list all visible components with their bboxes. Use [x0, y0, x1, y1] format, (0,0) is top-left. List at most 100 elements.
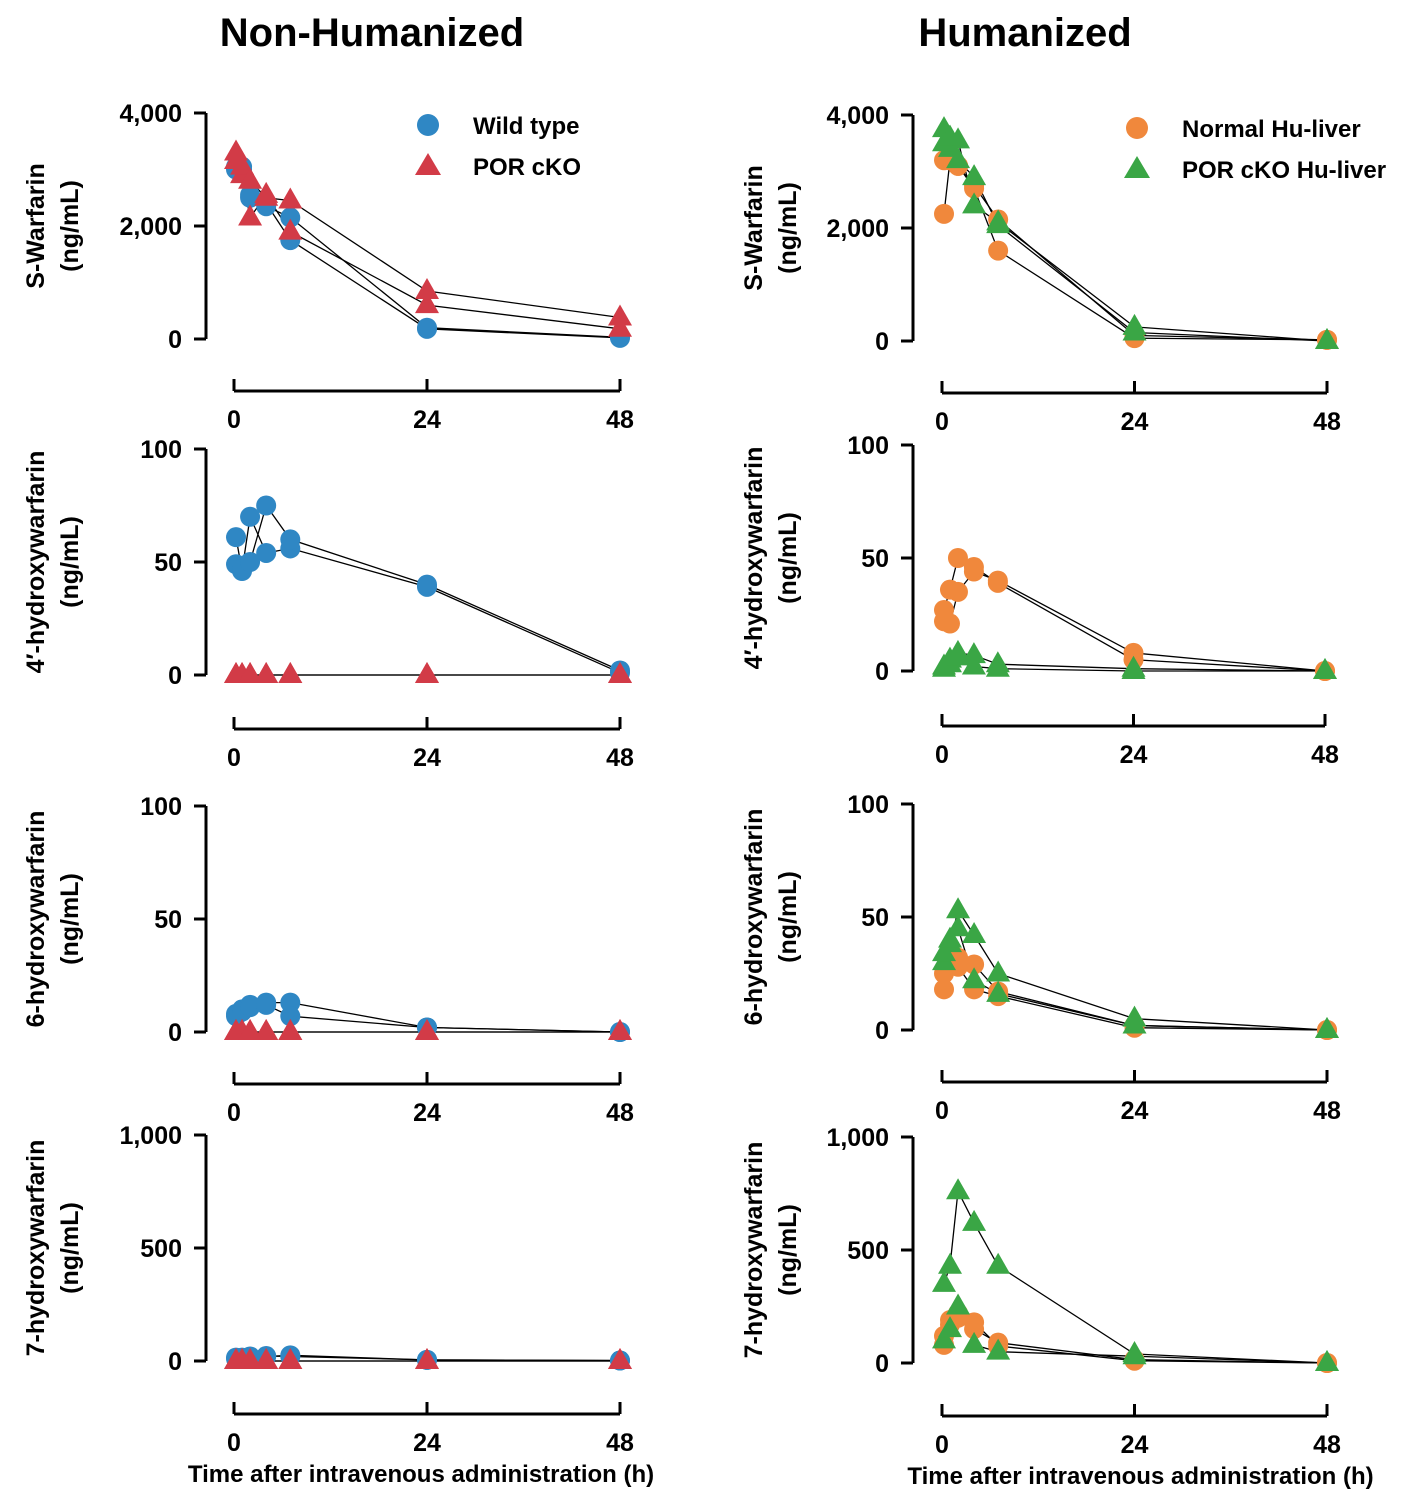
x-axis-label: Time after intravenous administration (h… — [188, 1461, 654, 1488]
y-axis-label: 4′-hydroxywarfarin (ng/mL) — [22, 451, 84, 674]
y-axis-label: S-Warfarin (ng/mL) — [22, 163, 84, 288]
legend-label: Normal Hu-liver — [1182, 116, 1361, 143]
data-point — [278, 218, 303, 240]
x-tick-label: 48 — [606, 1099, 634, 1127]
data-point — [240, 506, 261, 527]
y-tick-label: 0 — [875, 1350, 889, 1378]
data-point — [1315, 1349, 1339, 1371]
x-tick-label: 24 — [1121, 408, 1149, 436]
data-point — [946, 1178, 971, 1200]
x-tick-label: 0 — [227, 1429, 241, 1457]
y-label-line-2: (ng/mL) — [56, 1202, 84, 1294]
legend-marker — [1124, 156, 1150, 178]
panel-nh-4oh: 0 50 100 0 24 48 4′-hydroxywarfarin (ng/mL) — [22, 436, 634, 772]
data-point — [938, 124, 963, 146]
data-point — [962, 922, 987, 944]
data-point — [278, 187, 303, 209]
x-tick-label: 24 — [413, 406, 441, 434]
panel-hu-4oh: 0 50 100 0 24 48 4′-hydroxywarfarin (ng/mL) — [740, 432, 1339, 769]
y-tick-label: 100 — [140, 436, 182, 464]
y-tick-label: 2,000 — [826, 215, 889, 243]
x-tick-label: 0 — [935, 408, 949, 436]
data-point — [963, 561, 984, 582]
y-tick-label: 0 — [875, 658, 889, 686]
data-point — [278, 1347, 303, 1369]
y-tick-label: 50 — [154, 906, 182, 934]
x-tick-label: 0 — [227, 406, 241, 434]
data-point — [238, 204, 263, 226]
x-tick-label: 0 — [227, 744, 241, 772]
y-tick-label: 0 — [875, 328, 889, 356]
y-label-line-2: (ng/mL) — [774, 871, 802, 963]
y-tick-label: 100 — [847, 791, 889, 819]
y-tick-label: 100 — [140, 793, 182, 821]
data-point — [1123, 642, 1144, 663]
data-point — [946, 147, 971, 169]
data-point — [947, 581, 968, 602]
data-point — [947, 548, 968, 568]
panel-nh-swarfarin: 0 2,000 4,000 0 24 48 S-Warfarin (ng/mL) Wild ty… — [22, 100, 634, 434]
data-point — [254, 661, 279, 683]
panel-hu-swarfarin: 0 2,000 4,000 0 24 48 S-Warfarin (ng/mL) Normal … — [740, 102, 1386, 436]
data-point — [1121, 657, 1146, 679]
data-point — [986, 1338, 1011, 1360]
data-point — [934, 979, 955, 1000]
column-title-non-humanized: Non-Humanized — [220, 11, 524, 55]
data-point — [938, 926, 963, 948]
data-point — [226, 527, 247, 548]
y-tick-label: 50 — [154, 549, 182, 577]
data-point — [986, 212, 1011, 234]
panel-hu-6oh: 0 50 100 0 24 48 6-hydroxywarfarin (ng/mL) — [740, 791, 1341, 1125]
data-point — [415, 661, 439, 683]
y-tick-label: 0 — [168, 326, 182, 354]
y-label-line-2: (ng/mL) — [56, 873, 84, 965]
data-point — [1122, 319, 1147, 341]
y-label-line-1: 7-hydroxywarfarin — [740, 1142, 768, 1359]
data-point — [608, 304, 632, 326]
data-point — [230, 153, 255, 175]
y-tick-label: 1,000 — [826, 1124, 889, 1152]
legend: Wild type POR cKO — [415, 113, 581, 181]
data-point — [986, 980, 1011, 1002]
y-tick-label: 4,000 — [119, 100, 182, 128]
data-point — [962, 967, 987, 989]
x-tick-label: 48 — [606, 406, 634, 434]
data-point — [946, 1293, 971, 1315]
data-point — [986, 1252, 1011, 1274]
y-axis-label: 7-hydroxywarfarin (ng/mL) — [22, 1140, 84, 1357]
data-point — [238, 1018, 263, 1040]
x-tick-label: 0 — [935, 1097, 949, 1125]
y-label-line-2: (ng/mL) — [774, 1204, 802, 1296]
data-point — [1315, 327, 1339, 349]
x-tick-label: 0 — [935, 741, 949, 769]
column-title-humanized: Humanized — [918, 11, 1131, 55]
data-point — [280, 1006, 301, 1027]
y-label-line-1: S-Warfarin — [740, 165, 768, 290]
y-label-line-2: (ng/mL) — [774, 512, 802, 604]
x-tick-label: 48 — [1311, 741, 1339, 769]
y-axis-label: 7-hydroxywarfarin (ng/mL) — [740, 1142, 802, 1359]
data-point — [962, 164, 987, 186]
y-tick-label: 0 — [875, 1017, 889, 1045]
data-point — [985, 655, 1010, 677]
y-label-line-1: 6-hydroxywarfarin — [740, 809, 768, 1026]
x-tick-label: 24 — [413, 1429, 441, 1457]
y-tick-label: 500 — [847, 1237, 889, 1265]
x-tick-label: 24 — [413, 1099, 441, 1127]
data-point — [280, 207, 301, 228]
data-point — [240, 997, 261, 1018]
y-label-line-1: 4′-hydroxywarfarin — [22, 451, 50, 674]
data-point — [962, 192, 987, 214]
y-axis-label: 6-hydroxywarfarin (ng/mL) — [22, 811, 84, 1028]
y-tick-label: 1,000 — [119, 1122, 182, 1150]
data-point — [962, 1209, 987, 1231]
y-axis-label: S-Warfarin (ng/mL) — [740, 165, 802, 290]
data-point — [946, 897, 971, 919]
data-point — [417, 317, 437, 338]
data-point — [1313, 657, 1337, 679]
y-label-line-1: 6-hydroxywarfarin — [22, 811, 50, 1028]
panel-nh-6oh: 0 50 100 0 24 48 6-hydroxywarfarin (ng/mL) — [22, 793, 634, 1127]
data-point — [961, 642, 986, 664]
x-tick-label: 24 — [1120, 741, 1148, 769]
data-point — [932, 1270, 957, 1292]
